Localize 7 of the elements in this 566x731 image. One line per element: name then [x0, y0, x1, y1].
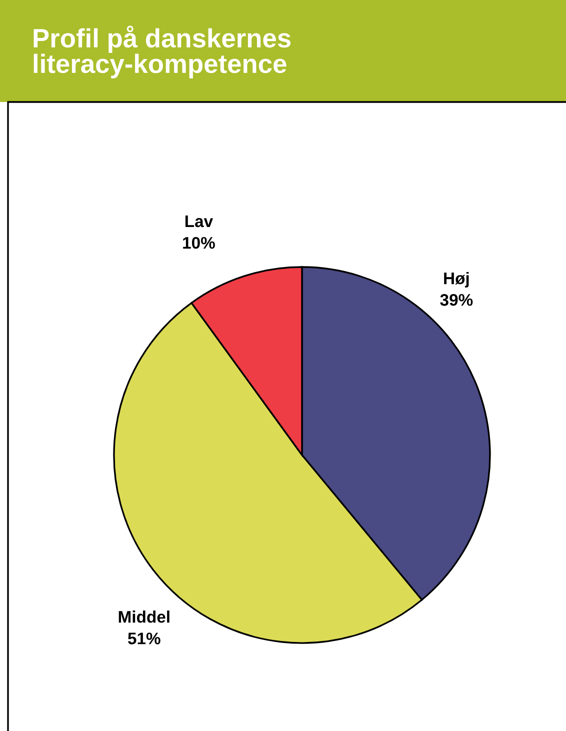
slice-label: Lav [185, 216, 213, 228]
slice-label: Middel [118, 610, 170, 623]
data-label: 39% [440, 294, 473, 306]
slice-label: Høj [444, 272, 469, 288]
chart-title: Profil på danskernes literacy-kompetence [34, 26, 291, 78]
data-label: 10% [183, 236, 215, 249]
data-label: 51% [128, 632, 160, 644]
